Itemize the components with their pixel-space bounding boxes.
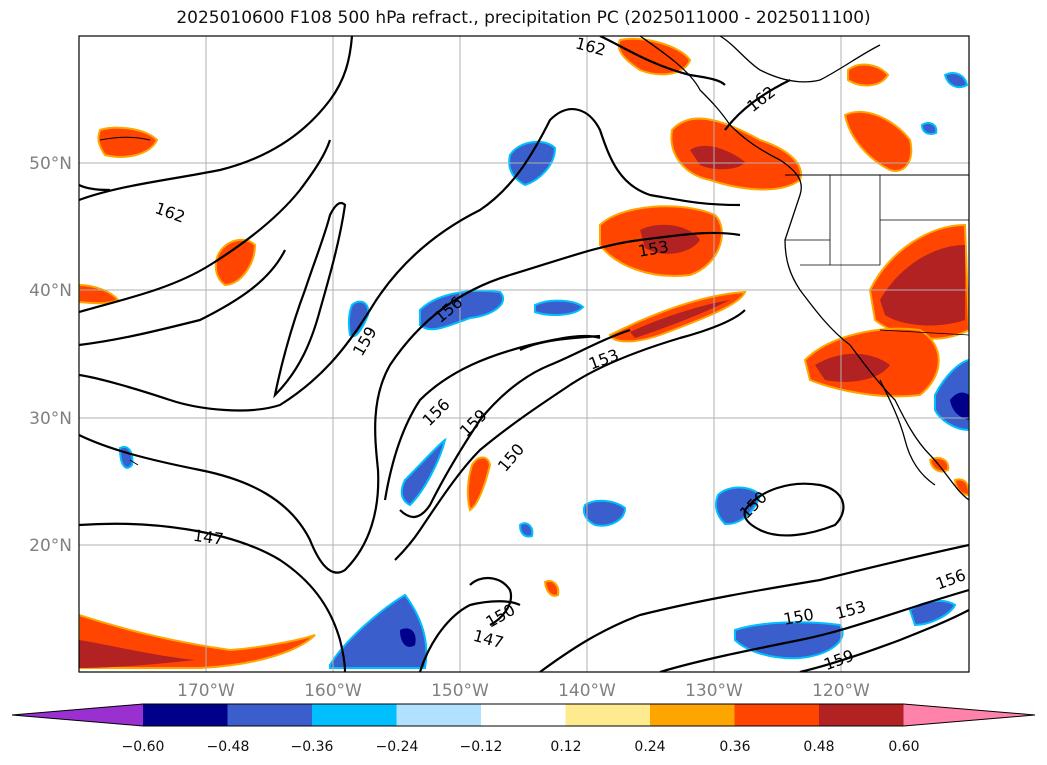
colorbar-segment [819,704,904,726]
precip-blob [582,499,627,527]
colorbar-tick-label: −0.60 [122,739,165,755]
contour-label: 162 [573,33,607,59]
precip-blob [118,446,134,469]
precip-blob [419,289,505,331]
colorbar-segment [227,704,313,726]
colorbar-tick-label: 0.12 [550,739,581,755]
lon-label: 170°W [177,681,235,701]
precip-blob [617,37,692,76]
precip-blob [630,300,730,338]
colorbar-tick-label: 0.48 [803,739,834,755]
precip-blob [79,640,195,668]
colorbar-segment [734,704,820,726]
precip-blob [640,224,700,254]
colorbar-segment [650,704,735,726]
precip-blob [543,579,560,597]
refractivity-contours [79,36,969,672]
precip-blob [843,110,913,172]
precip-blob [466,456,492,512]
precip-blob [880,245,965,326]
precip-shading [79,37,969,669]
colorbar-tick-label: 0.24 [634,739,665,755]
colorbar-extend-left [12,704,143,726]
precip-blob [97,126,159,158]
precip-blob [400,437,447,507]
lon-label: 130°W [685,681,743,701]
lon-label: 160°W [304,681,362,701]
colorbar-segment [481,704,566,726]
lon-label: 150°W [431,681,489,701]
precip-blob [214,238,257,287]
lat-label: 30°N [29,409,72,429]
colorbar-extend-right [903,704,1035,726]
precip-blob [943,72,969,89]
colorbar-tick-label: −0.12 [460,739,503,755]
colorbar-outline [11,703,1036,727]
precip-blob [347,300,370,338]
colorbar-segment [565,704,651,726]
colorbar-tick-label: −0.36 [291,739,334,755]
colorbar [11,703,1036,727]
colorbar-tick-label: −0.24 [376,739,419,755]
precip-blob [950,392,969,420]
map-title: 2025010600 F108 500 hPa refract., precip… [176,8,871,28]
precip-blob [815,353,890,382]
precip-blob [847,63,890,87]
coastlines [99,36,969,501]
precip-blob [400,628,416,647]
colorbar-segment [396,704,482,726]
colorbar-tick-label: 0.36 [719,739,750,755]
colorbar-tick-label: −0.48 [207,739,250,755]
map-frame [78,35,970,673]
precip-blob [518,522,534,538]
colorbar-tick-label: 0.60 [888,739,919,755]
longitude-labels: 170°W 160°W 150°W 140°W 130°W 120°W [177,681,870,701]
contour-label: 147 [192,526,225,549]
lat-label: 20°N [29,536,72,556]
precip-blob [534,299,585,316]
latitude-labels: 50°N 40°N 30°N 20°N [29,154,72,556]
precip-blob [920,122,938,135]
lon-label: 140°W [558,681,616,701]
colorbar-segment [143,704,228,726]
colorbar-segment [312,704,397,726]
colorbar-tick-labels: −0.60 −0.48 −0.36 −0.24 −0.12 0.12 0.24 … [122,739,920,755]
precip-blob [734,621,844,660]
lon-label: 120°W [812,681,870,701]
graticule [79,36,969,672]
lat-label: 40°N [29,281,72,301]
lat-label: 50°N [29,154,72,174]
